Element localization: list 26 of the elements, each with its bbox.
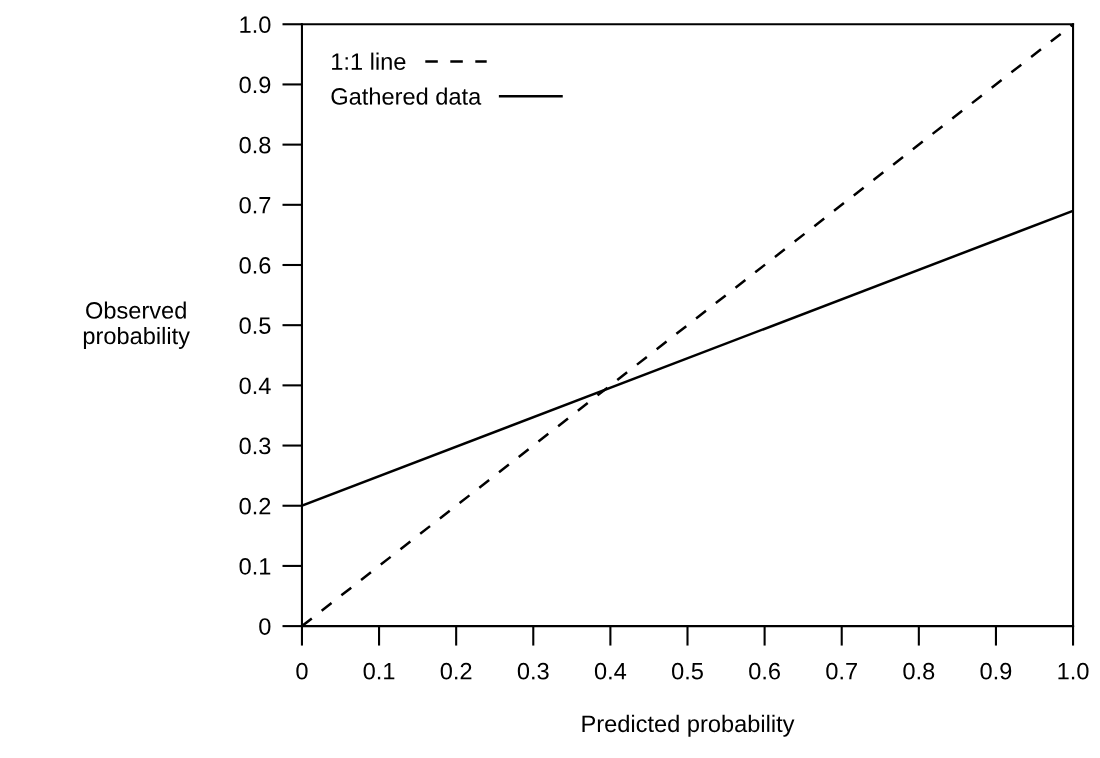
y-tick-label: 0.6 (239, 257, 271, 274)
legend-label: Gathered data (331, 87, 482, 105)
x-tick-label: 0.2 (440, 662, 472, 680)
legend-label: 1:1 line (332, 52, 406, 70)
x-tick-label: 0.5 (672, 662, 703, 680)
y-axis-title: Observed probability (83, 301, 190, 349)
y-tick-label: 0.9 (239, 76, 271, 94)
x-tick-label: 0.7 (826, 662, 857, 680)
y-tick-label: 0.8 (239, 136, 271, 154)
x-tick-label: 0.3 (517, 662, 549, 680)
y-tick-label: 0.3 (239, 437, 271, 455)
y-tick-label: 0.1 (239, 557, 271, 575)
x-axis-title: Predicted probability (582, 714, 795, 737)
y-tick-label: 0.7 (239, 196, 271, 214)
y-tick-label: 1.0 (240, 16, 271, 34)
y-tick-label: 0.5 (239, 317, 271, 334)
x-tick-label: 0.1 (363, 662, 395, 680)
y-tick-label: 0.4 (239, 377, 271, 395)
x-tick-label: 0 (296, 662, 308, 680)
x-tick-label: 0.8 (903, 662, 935, 680)
x-tick-label: 0.6 (749, 662, 780, 680)
y-tick-label: 0.2 (239, 497, 271, 515)
y-tick-label: 0 (259, 618, 271, 635)
x-tick-label: 0.4 (594, 662, 627, 680)
x-tick-label: 0.9 (980, 662, 1012, 680)
x-tick-label: 1.0 (1058, 662, 1089, 680)
